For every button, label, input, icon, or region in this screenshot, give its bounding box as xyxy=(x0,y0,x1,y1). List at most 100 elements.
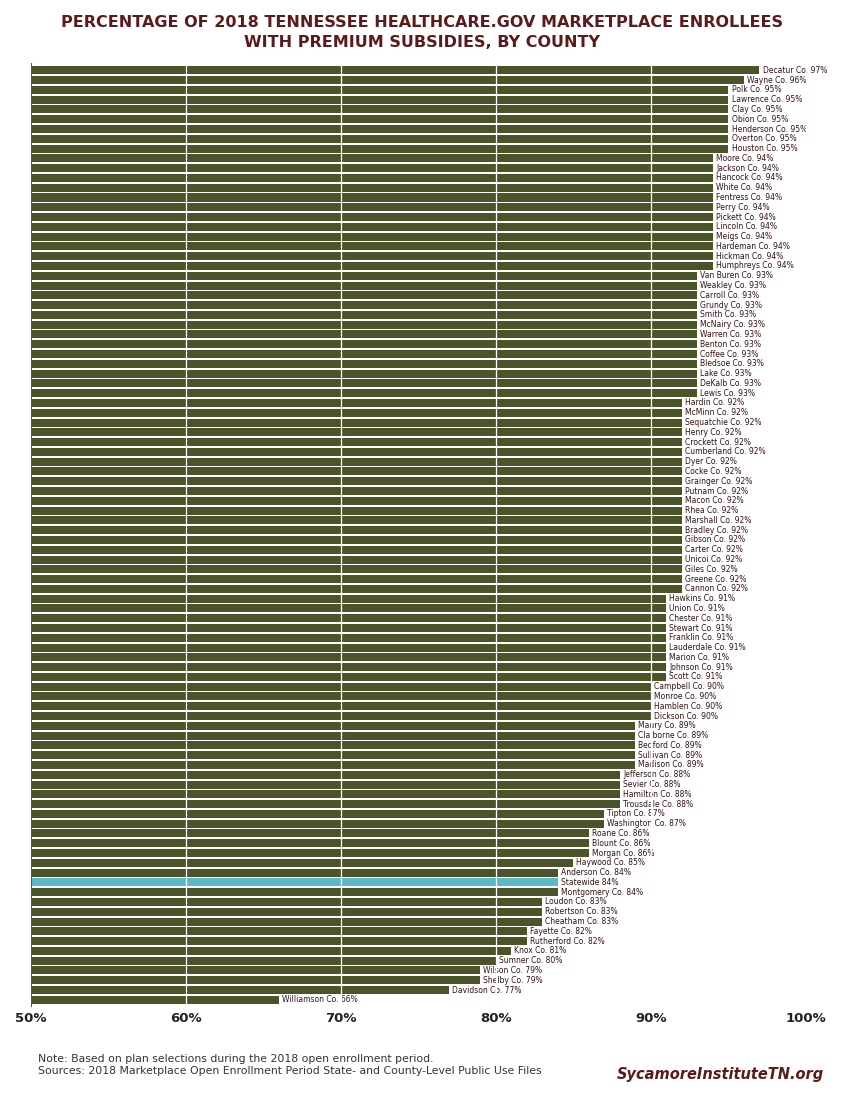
Bar xyxy=(31,790,620,799)
Bar xyxy=(31,213,713,221)
Text: Overton Co. 95%: Overton Co. 95% xyxy=(732,134,796,143)
Text: Crockett Co. 92%: Crockett Co. 92% xyxy=(685,438,751,447)
Bar xyxy=(31,967,480,975)
Bar xyxy=(31,125,728,133)
Bar xyxy=(31,487,682,495)
Bar xyxy=(31,976,480,984)
Text: Claiborne Co. 89%: Claiborne Co. 89% xyxy=(638,732,709,740)
Text: McNairy Co. 93%: McNairy Co. 93% xyxy=(700,320,766,329)
Text: Polk Co. 95%: Polk Co. 95% xyxy=(732,86,781,95)
Bar xyxy=(31,751,636,759)
Bar xyxy=(31,653,666,661)
Text: Anderson Co. 84%: Anderson Co. 84% xyxy=(561,868,631,877)
Text: Wayne Co. 96%: Wayne Co. 96% xyxy=(747,76,807,85)
Bar xyxy=(31,438,682,447)
Text: Carroll Co. 93%: Carroll Co. 93% xyxy=(700,290,760,300)
Bar xyxy=(31,164,713,173)
Bar xyxy=(31,76,744,84)
Text: Humphreys Co. 94%: Humphreys Co. 94% xyxy=(716,262,794,271)
Bar xyxy=(31,184,713,191)
Text: Jefferson Co. 88%: Jefferson Co. 88% xyxy=(623,770,690,779)
Text: Tipton Co. 87%: Tipton Co. 87% xyxy=(608,810,666,818)
Text: Smith Co. 93%: Smith Co. 93% xyxy=(700,310,756,319)
Bar xyxy=(31,722,636,730)
Text: Bradley Co. 92%: Bradley Co. 92% xyxy=(685,526,748,535)
Text: Hawkins Co. 91%: Hawkins Co. 91% xyxy=(670,594,735,603)
Text: Haywood Co. 85%: Haywood Co. 85% xyxy=(576,858,645,867)
Text: Franklin Co. 91%: Franklin Co. 91% xyxy=(670,634,734,642)
Bar xyxy=(31,829,589,837)
Bar xyxy=(31,262,713,270)
Text: Lewis Co. 93%: Lewis Co. 93% xyxy=(700,388,756,398)
Text: Cocke Co. 92%: Cocke Co. 92% xyxy=(685,468,741,476)
Text: Warren Co. 93%: Warren Co. 93% xyxy=(700,330,762,339)
Bar xyxy=(31,585,682,593)
Text: Knox Co. 81%: Knox Co. 81% xyxy=(514,946,567,956)
Bar xyxy=(31,526,682,535)
Text: Statewide 84%: Statewide 84% xyxy=(561,878,619,887)
Bar xyxy=(31,879,558,887)
Bar xyxy=(31,702,651,711)
Text: Jackson Co. 94%: Jackson Co. 94% xyxy=(716,164,779,173)
Text: Lake Co. 93%: Lake Co. 93% xyxy=(700,370,752,378)
Text: Pickett Co. 94%: Pickett Co. 94% xyxy=(716,212,776,221)
Bar xyxy=(31,917,542,925)
Bar xyxy=(31,135,728,143)
Text: Putnam Co. 92%: Putnam Co. 92% xyxy=(685,486,748,495)
Text: Wilson Co. 79%: Wilson Co. 79% xyxy=(484,966,542,975)
Bar xyxy=(31,106,728,113)
Bar xyxy=(31,810,604,818)
Text: Macon Co. 92%: Macon Co. 92% xyxy=(685,496,744,505)
Bar xyxy=(31,204,713,211)
Text: DeKalb Co. 93%: DeKalb Co. 93% xyxy=(700,378,762,388)
Bar xyxy=(31,536,682,544)
Text: Scott Co. 91%: Scott Co. 91% xyxy=(670,672,722,681)
Text: Grundy Co. 93%: Grundy Co. 93% xyxy=(700,300,762,309)
Bar xyxy=(31,693,651,701)
Bar xyxy=(31,360,697,367)
Bar xyxy=(31,996,279,1004)
Text: Sevier Co. 88%: Sevier Co. 88% xyxy=(623,780,681,789)
Bar xyxy=(31,468,682,475)
Text: White Co. 94%: White Co. 94% xyxy=(716,184,772,192)
Bar xyxy=(31,242,713,251)
Bar xyxy=(31,330,697,339)
Text: Morgan Co. 86%: Morgan Co. 86% xyxy=(592,848,654,858)
Bar xyxy=(31,820,604,827)
Text: Benton Co. 93%: Benton Co. 93% xyxy=(700,340,762,349)
Text: Hamilton Co. 88%: Hamilton Co. 88% xyxy=(623,790,692,799)
Text: Sumner Co. 80%: Sumner Co. 80% xyxy=(499,956,563,965)
Text: Bledsoe Co. 93%: Bledsoe Co. 93% xyxy=(700,360,764,368)
Text: Williamson Co. 66%: Williamson Co. 66% xyxy=(282,996,358,1004)
Bar xyxy=(31,644,666,651)
Text: Madison Co. 89%: Madison Co. 89% xyxy=(638,760,704,770)
Text: Grainger Co. 92%: Grainger Co. 92% xyxy=(685,476,752,486)
Text: Rutherford Co. 82%: Rutherford Co. 82% xyxy=(530,936,604,946)
Text: Robertson Co. 83%: Robertson Co. 83% xyxy=(546,908,618,916)
Text: Montgomery Co. 84%: Montgomery Co. 84% xyxy=(561,888,643,896)
Text: Union Co. 91%: Union Co. 91% xyxy=(670,604,725,613)
Bar xyxy=(31,761,636,769)
Text: Dyer Co. 92%: Dyer Co. 92% xyxy=(685,458,737,466)
Bar xyxy=(31,418,682,427)
Text: Loudon Co. 83%: Loudon Co. 83% xyxy=(546,898,607,906)
Text: Fentress Co. 94%: Fentress Co. 94% xyxy=(716,192,782,202)
Bar xyxy=(31,565,682,573)
Bar xyxy=(31,986,450,994)
Bar xyxy=(31,507,682,515)
Bar xyxy=(31,232,713,241)
Bar xyxy=(31,908,542,915)
Text: Greene Co. 92%: Greene Co. 92% xyxy=(685,574,746,584)
Text: Blount Co. 86%: Blount Co. 86% xyxy=(592,838,650,848)
Bar xyxy=(31,771,620,779)
Bar xyxy=(31,252,713,261)
Text: Bedford Co. 89%: Bedford Co. 89% xyxy=(638,741,702,750)
Bar xyxy=(31,614,666,623)
Bar xyxy=(31,194,713,201)
Text: Carter Co. 92%: Carter Co. 92% xyxy=(685,546,743,554)
Text: Clay Co. 95%: Clay Co. 95% xyxy=(732,104,782,114)
Text: Monroe Co. 90%: Monroe Co. 90% xyxy=(654,692,717,701)
Text: Coffee Co. 93%: Coffee Co. 93% xyxy=(700,350,759,359)
Bar xyxy=(31,458,682,465)
Bar xyxy=(31,448,682,455)
